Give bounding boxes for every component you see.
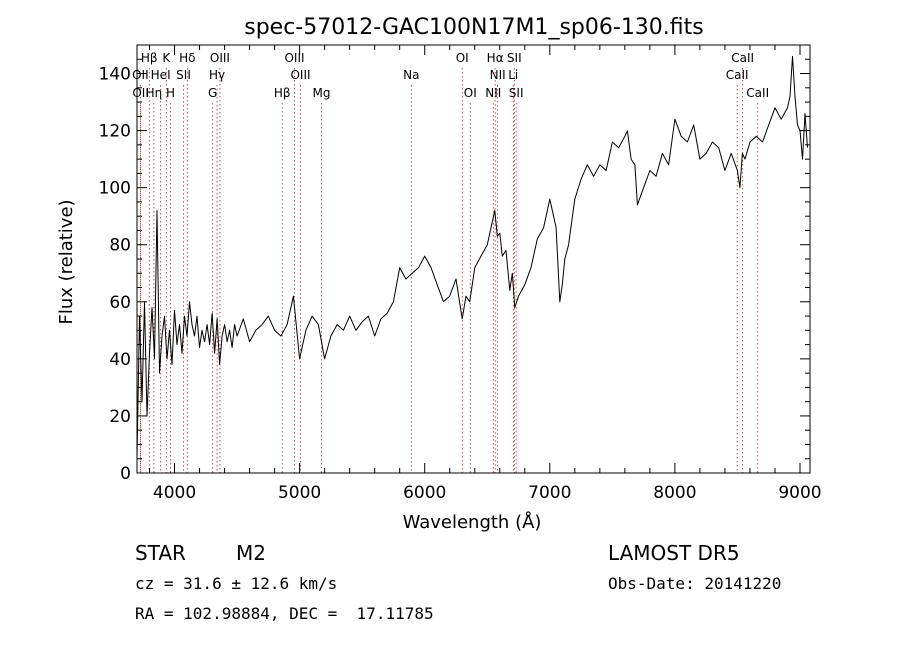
- spectrum-series: [136, 55, 808, 459]
- spectral-line-label: Hγ: [209, 68, 225, 82]
- spectral-line-label: Li: [508, 68, 518, 82]
- spectral-line-label: SII: [507, 51, 522, 65]
- spectral-line-label: CaII: [726, 68, 749, 82]
- survey-name: LAMOST DR5: [608, 541, 740, 565]
- spectral-line-label: SII: [509, 86, 524, 100]
- spectral-line-label: CaII: [746, 86, 769, 100]
- y-axis-label: Flux (relative): [56, 199, 77, 324]
- y-tick-label: 120: [99, 122, 131, 142]
- spectral-line-label: Hη: [146, 86, 163, 100]
- spectral-line-label: OI: [464, 86, 477, 100]
- x-tick-label: 7000: [528, 483, 571, 503]
- spectral-line-label: NII: [485, 86, 501, 100]
- spectral-line-label: OI: [456, 51, 469, 65]
- observation-date: Obs-Date: 20141220: [608, 574, 782, 593]
- spectral-line-label: H: [166, 86, 175, 100]
- spectral-line-label: CaII: [731, 51, 754, 65]
- redshift-velocity: cz = 31.6 ± 12.6 km/s: [135, 574, 338, 593]
- x-tick-label: 6000: [403, 483, 446, 503]
- y-tick-label: 60: [109, 293, 131, 313]
- spectral-line-label: Mg: [313, 86, 331, 100]
- x-tick-label: 5000: [278, 483, 321, 503]
- x-tick-label: 4000: [153, 483, 196, 503]
- spectral-line-label: Hα: [487, 51, 504, 65]
- object-type: STAR: [135, 541, 186, 565]
- spectral-line-label: K: [162, 51, 171, 65]
- sky-coordinates: RA = 102.98884, DEC = 17.11785: [135, 604, 434, 623]
- spectral-line-label: HeI: [151, 68, 171, 82]
- x-axis-label: Wavelength (Å): [403, 511, 542, 533]
- spectral-line-label: OIII: [290, 68, 310, 82]
- spectral-line-label: Hβ: [274, 86, 291, 100]
- spectral-line-label: Hβ: [141, 51, 158, 65]
- plot-area: [136, 55, 808, 459]
- x-tick-label: 8000: [653, 483, 696, 503]
- chart-title: spec-57012-GAC100N17M1_sp06-130.fits: [244, 15, 704, 40]
- x-tick-label: 9000: [778, 483, 821, 503]
- spectral-line-label: OII: [132, 68, 149, 82]
- y-tick-label: 100: [99, 179, 131, 199]
- y-tick-label: 0: [120, 464, 131, 484]
- spectral-line-label: NII: [490, 68, 506, 82]
- y-tick-label: 80: [109, 236, 131, 256]
- spectral-line-label: Hδ: [179, 51, 195, 65]
- spectral-line-label: Na: [403, 68, 419, 82]
- spectral-line-label: SII: [176, 68, 191, 82]
- spectral-line-label: G: [208, 86, 217, 100]
- axes: 4000 5000 6000 7000 8000 9000 0 20 40 60 80 100 120 1…: [99, 44, 822, 503]
- object-subclass: M2: [236, 541, 266, 565]
- y-tick-label: 20: [109, 407, 131, 427]
- y-tick-label: 140: [99, 65, 131, 85]
- y-tick-label: 40: [109, 350, 131, 370]
- plot-frame: [136, 44, 811, 474]
- spectral-line-label: OIII: [210, 51, 230, 65]
- spectral-line-label: OIII: [284, 51, 304, 65]
- spectral-line-label: OII: [132, 86, 149, 100]
